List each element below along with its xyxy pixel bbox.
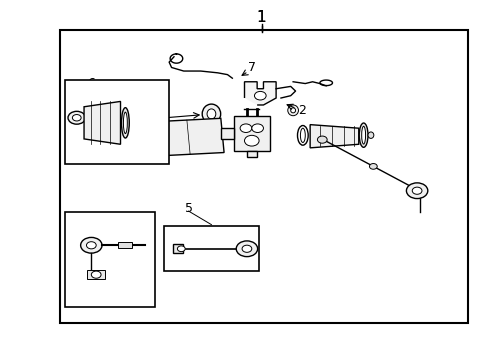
Text: 6: 6: [87, 77, 95, 90]
Polygon shape: [309, 125, 358, 148]
Polygon shape: [85, 118, 224, 159]
Text: 1: 1: [256, 10, 266, 25]
Ellipse shape: [290, 108, 295, 113]
Bar: [60, 30, 467, 323]
Circle shape: [177, 246, 185, 252]
Circle shape: [242, 245, 251, 252]
FancyBboxPatch shape: [118, 242, 131, 248]
FancyBboxPatch shape: [87, 270, 105, 279]
Ellipse shape: [123, 112, 127, 134]
Ellipse shape: [121, 108, 129, 138]
Bar: [246, 152, 256, 157]
Circle shape: [68, 111, 85, 124]
Polygon shape: [84, 102, 120, 144]
Bar: [233, 116, 269, 152]
Circle shape: [236, 241, 257, 257]
Text: 4: 4: [111, 275, 120, 288]
Circle shape: [317, 136, 326, 143]
Ellipse shape: [300, 128, 305, 143]
Bar: [164, 226, 259, 271]
Text: 1: 1: [256, 10, 266, 25]
Text: 5: 5: [184, 202, 192, 215]
Ellipse shape: [361, 126, 365, 144]
Ellipse shape: [81, 125, 92, 159]
Circle shape: [254, 91, 265, 100]
Circle shape: [411, 187, 421, 194]
Ellipse shape: [206, 109, 215, 119]
Bar: [221, 128, 233, 139]
Ellipse shape: [287, 105, 298, 116]
Circle shape: [369, 163, 376, 169]
Circle shape: [81, 238, 102, 253]
Circle shape: [406, 183, 427, 199]
Text: 3: 3: [143, 113, 151, 126]
FancyBboxPatch shape: [172, 244, 183, 253]
Ellipse shape: [202, 104, 220, 124]
Bar: [64, 212, 154, 307]
Circle shape: [251, 124, 263, 132]
Bar: [64, 80, 169, 164]
Circle shape: [91, 271, 101, 278]
Circle shape: [86, 242, 96, 249]
Circle shape: [72, 114, 81, 121]
Ellipse shape: [359, 123, 367, 147]
Circle shape: [244, 135, 259, 146]
Text: 2: 2: [297, 104, 305, 117]
Polygon shape: [244, 82, 276, 105]
Ellipse shape: [367, 132, 373, 138]
Text: 7: 7: [247, 61, 255, 74]
Ellipse shape: [297, 126, 307, 145]
Circle shape: [240, 124, 251, 132]
